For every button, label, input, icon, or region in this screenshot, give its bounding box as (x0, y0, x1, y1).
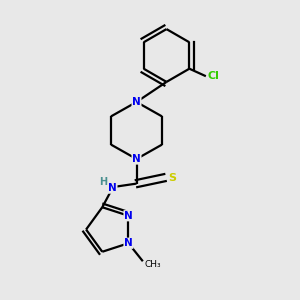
Text: N: N (108, 183, 117, 193)
Text: N: N (132, 97, 141, 107)
Text: N: N (124, 238, 133, 248)
Text: Cl: Cl (207, 71, 219, 81)
Text: N: N (132, 154, 141, 164)
Text: CH₃: CH₃ (144, 260, 161, 269)
Text: H: H (99, 177, 107, 187)
Text: N: N (124, 211, 133, 221)
Text: S: S (169, 172, 176, 183)
